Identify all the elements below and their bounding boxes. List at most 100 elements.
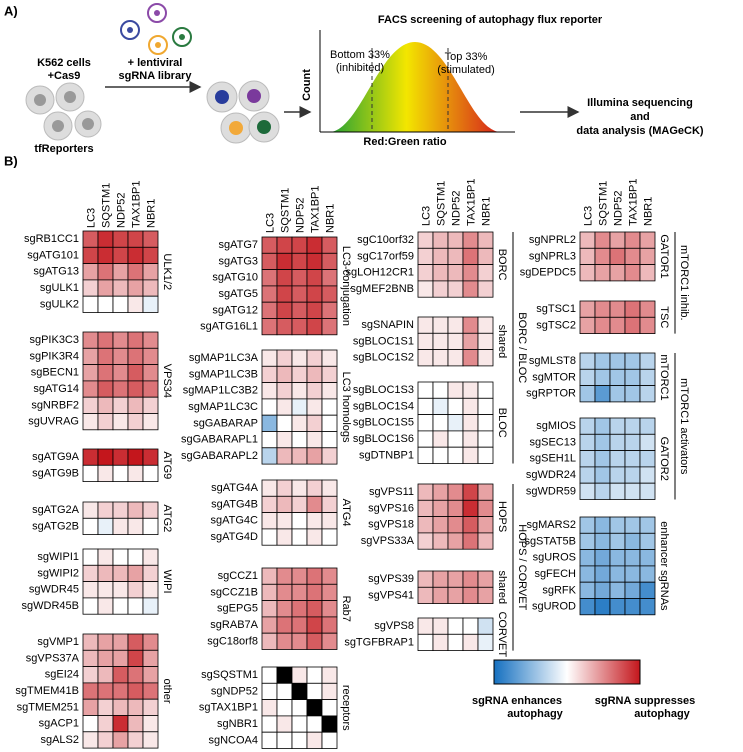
group-label: GATOR2 [658,437,670,481]
heat-cell [624,598,641,616]
heat-cell [112,517,129,535]
heat-cell [142,633,159,651]
heat-cell [462,430,479,448]
heat-cell [291,600,308,618]
row-label: sgNRBF2 [31,399,79,411]
heat-cell [579,316,596,334]
heat-cell [321,682,338,700]
row-label: sgBLOC1S5 [353,417,414,429]
heat-cell [261,495,278,513]
heat-cell [579,417,596,435]
heat-cell [127,731,144,749]
heat-cell [276,318,293,336]
heat-cell [609,231,626,249]
heat-cell [261,285,278,303]
heat-cell [432,532,449,550]
heat-cell [306,731,323,749]
heat-cell [417,264,434,282]
heat-cell [639,368,656,386]
heat-cell [417,586,434,604]
heat-cell [594,549,611,567]
column-label: NBR1 [480,197,492,226]
heat-cell [127,448,144,466]
row-label: sgMAP1LC3B2 [183,385,258,397]
heat-cell [477,430,494,448]
heat-cell [306,567,323,585]
heat-cell [97,331,114,349]
heat-cell [291,252,308,271]
row-label: sgMTOR [532,371,576,383]
row-label: sgNDP52 [211,685,258,697]
heat-cell [82,698,99,716]
heat-cell [142,731,159,749]
heat-cell [142,230,159,248]
gate-label: Top 33% [445,51,488,63]
heat-cell [142,396,159,414]
heat-cell [261,301,278,319]
heat-cell [477,264,494,282]
column-label: SQSTM1 [100,183,112,228]
heat-cell [306,682,323,700]
column-label: TAX1BP1 [309,186,321,234]
gate-label: Bottom 33% [330,49,390,61]
facs-curve [330,42,500,132]
row-label: sgMAP1LC3A [189,352,259,364]
heat-cell [142,682,159,700]
heat-cell [306,349,323,367]
heat-cell [82,666,99,684]
heat-cell [447,586,464,604]
row-label: sgRB1CC1 [24,233,79,245]
row-label: sgUROD [532,601,576,613]
colorbar [493,659,641,685]
heat-cell [639,466,656,484]
heat-cell [321,252,338,271]
heat-cell [447,483,464,501]
group-label: ATG2 [161,504,173,532]
row-label: sgC18orf8 [207,635,258,647]
heat-cell [477,617,494,635]
row-label: sgPIK3R4 [29,350,79,362]
reporter-label: tfReporters [34,143,93,155]
heat-cell [624,466,641,484]
heat-cell [261,567,278,585]
row-label: sgNPRL3 [529,250,576,262]
heat-cell [112,396,129,414]
heat-cell [261,682,278,700]
heat-cell [306,600,323,618]
heat-cell [142,380,159,398]
heat-cell [639,433,656,451]
row-label: sgNPRL2 [529,234,576,246]
heat-cell [447,231,464,249]
heat-cell [127,230,144,248]
heat-cell [417,414,434,432]
heat-cell [579,532,596,550]
row-label: sgNBR1 [217,718,258,730]
heat-cell [417,349,434,367]
heat-cell [127,246,144,265]
heat-cell [112,597,129,615]
heat-cell [447,430,464,448]
heat-cell [291,699,308,717]
row-label: sgEI24 [45,669,79,681]
heat-cell [624,482,641,500]
row-label: sgWDR24 [526,469,576,481]
column-label: NBR1 [324,204,336,233]
row-label: sgATG4D [211,531,259,543]
heat-cell [624,433,641,451]
group-label: enhancer sgRNAs [658,521,670,611]
heat-cell [639,352,656,370]
heat-cell [477,332,494,350]
heat-cell [477,316,494,334]
heat-cell [291,632,308,650]
heat-cell [417,231,434,249]
heat-cell [432,499,449,517]
heat-cell [321,512,338,530]
heat-cell [579,368,596,386]
heat-cell [261,414,278,432]
heat-cell [579,516,596,534]
heat-cell [447,280,464,298]
heat-cell [639,316,656,334]
heat-cell [432,617,449,635]
heat-cell [462,397,479,415]
heat-cell [432,381,449,399]
